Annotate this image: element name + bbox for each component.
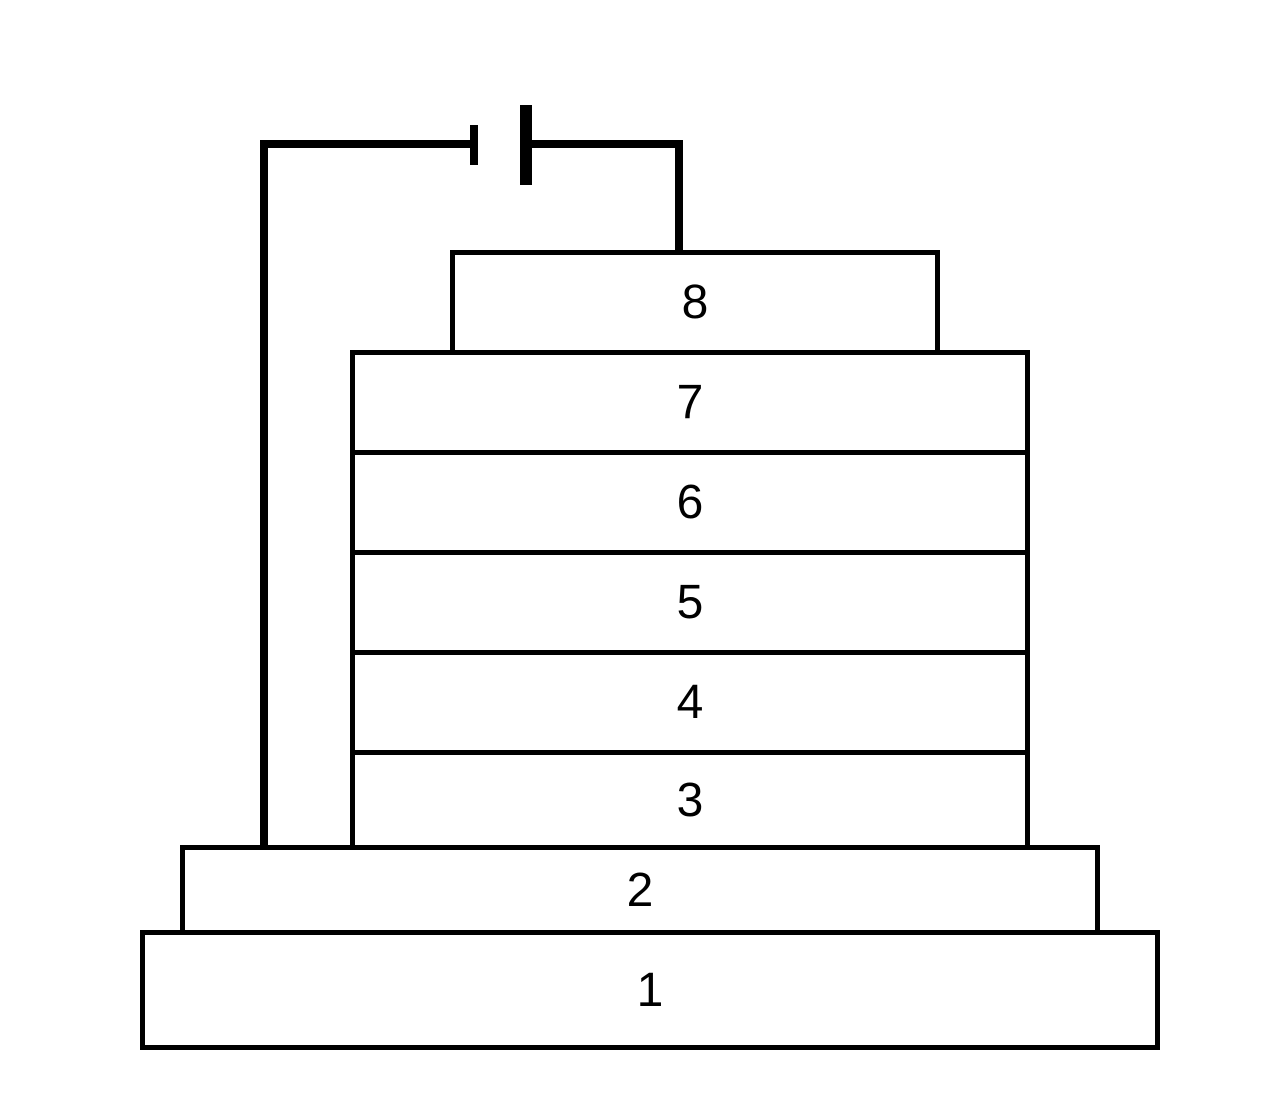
layer-3: 3 bbox=[350, 750, 1030, 850]
layer-1: 1 bbox=[140, 930, 1160, 1050]
wire-right-horizontal bbox=[530, 140, 680, 148]
layer-4: 4 bbox=[350, 650, 1030, 755]
layer-2-label: 2 bbox=[627, 863, 654, 918]
layer-8-label: 8 bbox=[682, 275, 709, 330]
wire-right-vertical bbox=[675, 140, 683, 255]
layer-7: 7 bbox=[350, 350, 1030, 455]
wire-left-vertical bbox=[260, 140, 268, 850]
layer-7-label: 7 bbox=[677, 375, 704, 430]
layer-6: 6 bbox=[350, 450, 1030, 555]
wire-left-horizontal bbox=[260, 140, 470, 148]
layer-6-label: 6 bbox=[677, 475, 704, 530]
battery-long-plate bbox=[520, 105, 532, 185]
layer-8: 8 bbox=[450, 250, 940, 355]
layer-3-label: 3 bbox=[677, 773, 704, 828]
layer-diagram: 1 2 3 4 5 6 7 8 bbox=[110, 50, 1190, 1060]
layer-5: 5 bbox=[350, 550, 1030, 655]
layer-4-label: 4 bbox=[677, 675, 704, 730]
layer-2: 2 bbox=[180, 845, 1100, 935]
battery-short-plate bbox=[470, 125, 478, 165]
layer-1-label: 1 bbox=[637, 963, 664, 1018]
layer-5-label: 5 bbox=[677, 575, 704, 630]
